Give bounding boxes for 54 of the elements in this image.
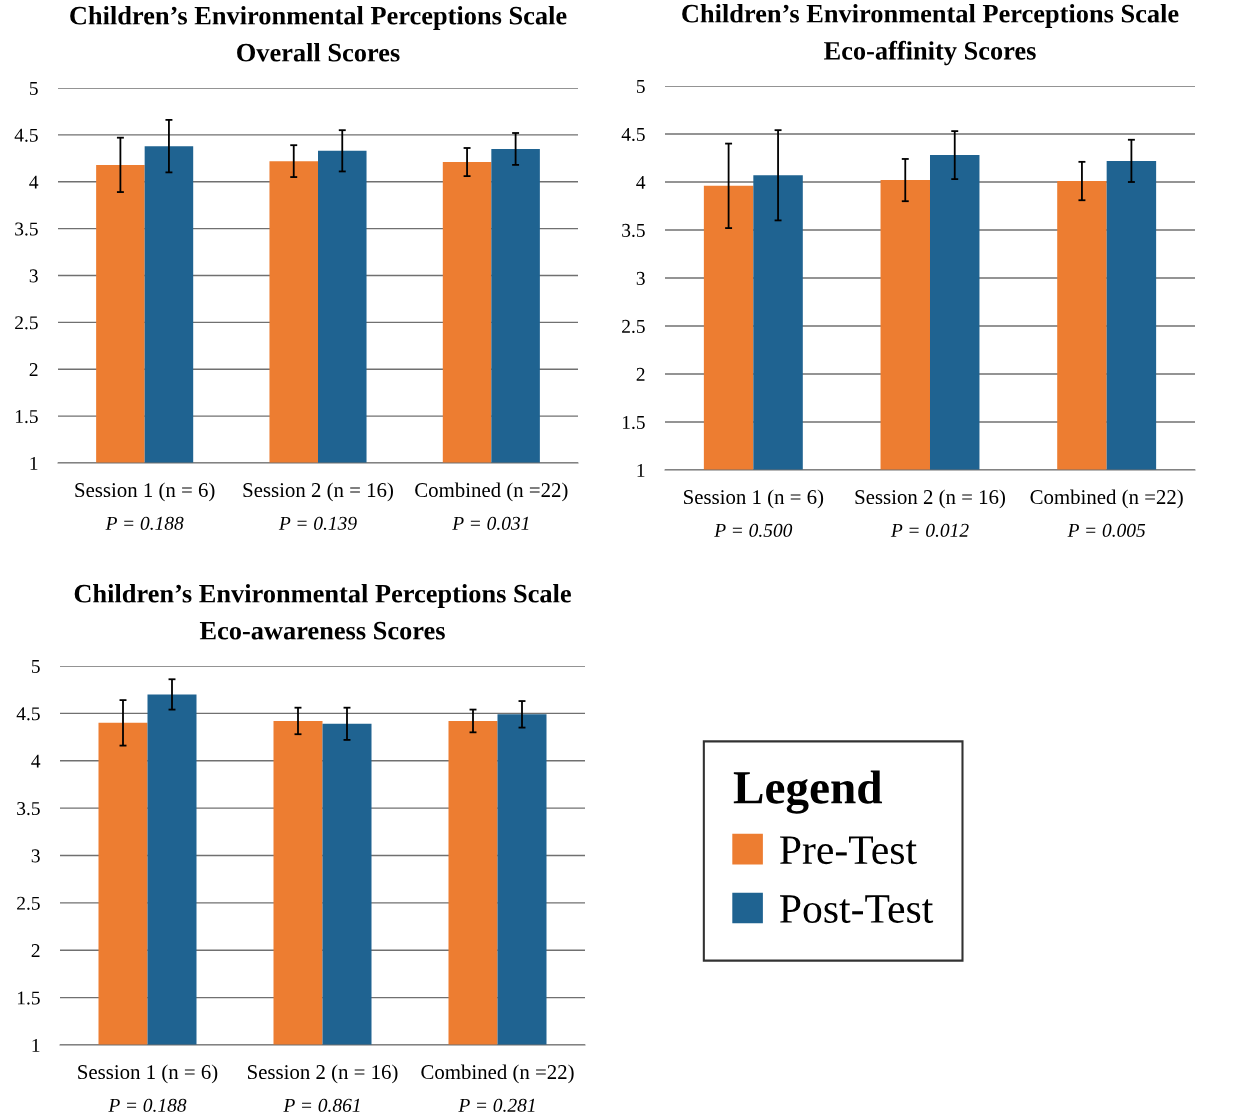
text: P = 0.500 — [714, 523, 793, 537]
y-tick-label: 3 — [31, 849, 40, 863]
text: P = 0.012 — [890, 523, 969, 537]
y-tick-label: 1 — [637, 463, 645, 477]
y-tick-label: 2.5 — [622, 319, 645, 334]
text: P = 0.188 — [108, 1098, 187, 1112]
text: P = 0.139 — [278, 516, 357, 530]
y-tick-label: 5 — [29, 82, 38, 95]
legend-label: Pre-Test — [780, 836, 917, 865]
y-tick-label: 3 — [636, 271, 645, 285]
chart-title: Children’s Environmental Perceptions Scale — [70, 6, 567, 30]
x-tick-label: Session 2 (n = 16) — [248, 1064, 398, 1084]
y-tick-label: 4 — [29, 175, 39, 189]
y-tick-label: 3.5 — [622, 223, 645, 238]
y-tick-label: 2 — [31, 944, 40, 957]
x-tick-label: Session 2 (n = 16) — [855, 489, 1005, 509]
text: P = 0.861 — [283, 1098, 360, 1112]
x-tick-label: Combined (n =22) — [1030, 489, 1183, 509]
y-tick-label: 4.5 — [621, 127, 645, 142]
y-tick-label: 4 — [31, 754, 41, 768]
y-tick-label: 3.5 — [17, 802, 40, 816]
y-tick-label: 3.5 — [15, 222, 38, 236]
y-tick-label: 5 — [31, 660, 40, 673]
y-tick-label: 3 — [29, 269, 38, 283]
y-tick-label: 2.5 — [15, 316, 38, 330]
y-tick-label: 1.5 — [15, 410, 38, 424]
y-tick-label: 2 — [636, 367, 645, 381]
x-tick-label: Session 1 (n = 6) — [78, 1064, 218, 1084]
y-tick-label: 2.5 — [17, 896, 40, 910]
chart-subtitle: Eco-affinity Scores — [824, 40, 1036, 66]
text: P = 0.031 — [452, 516, 529, 530]
x-tick-label: Session 1 (n = 6) — [684, 489, 824, 509]
legend-title: Legend — [733, 770, 883, 814]
chart-title: Children’s Environmental Perceptions Scale — [682, 4, 1179, 28]
y-tick-label: 4 — [636, 175, 646, 189]
chart-title: Children’s Environmental Perceptions Scale — [74, 584, 571, 608]
text: P = 0.281 — [458, 1098, 535, 1112]
y-tick-label: 1.5 — [17, 991, 40, 1005]
legend-label: Post-Test — [780, 895, 934, 924]
chart-subtitle: Overall Scores — [237, 43, 400, 62]
y-tick-label: 5 — [636, 80, 645, 93]
y-tick-label: 4.5 — [16, 707, 40, 721]
x-tick-label: Session 1 (n = 6) — [75, 482, 215, 502]
y-tick-label: 4.5 — [14, 128, 38, 142]
y-tick-label: 2 — [29, 363, 38, 376]
x-tick-label: Session 2 (n = 16) — [243, 482, 393, 502]
y-tick-label: 1 — [32, 1038, 40, 1052]
chart-subtitle: Eco-awareness Scores — [199, 621, 445, 640]
x-tick-label: Combined (n =22) — [415, 482, 568, 502]
x-tick-label: Combined (n =22) — [421, 1064, 574, 1084]
y-tick-label: 1.5 — [622, 415, 645, 430]
y-tick-label: 1 — [30, 456, 38, 470]
text: P = 0.188 — [105, 516, 184, 530]
text: P = 0.005 — [1067, 523, 1146, 537]
